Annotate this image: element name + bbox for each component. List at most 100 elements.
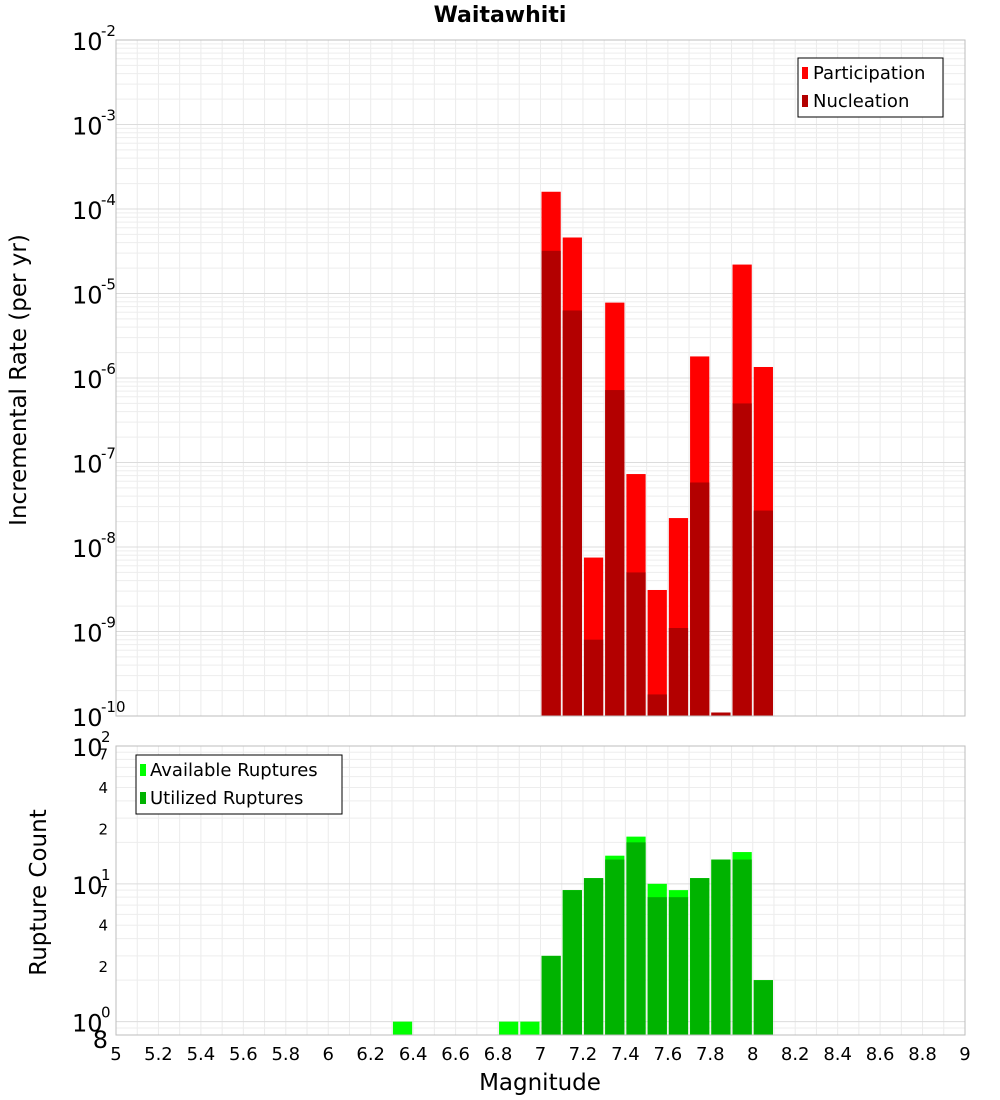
top-legend-swatch — [802, 67, 808, 79]
available-ruptures-bar — [520, 1021, 540, 1035]
nucleation-bar — [753, 510, 773, 716]
bottom-legend-box — [135, 754, 343, 815]
bottom-y-axis-title: Rupture Count — [26, 809, 52, 975]
top-y-tick-base: 10 — [72, 282, 103, 310]
top-y-tick-base: 10 — [72, 366, 103, 394]
bottom-y-tick-base: 10 — [72, 872, 103, 900]
x-tick-label: 7 — [535, 1044, 546, 1065]
top-plot-frame — [115, 39, 966, 717]
legend-layer: Participation Nucleation Available Rupture… — [135, 57, 944, 815]
utilized-ruptures-bar — [647, 897, 667, 1035]
top-y-tick-label: 10-6 — [72, 360, 116, 394]
x-tick-label: 7.4 — [611, 1044, 640, 1065]
x-tick-label: 8.4 — [823, 1044, 852, 1065]
top-y-tick-label: 10-9 — [72, 614, 116, 648]
top-y-tick-exponent: -4 — [101, 191, 116, 209]
nucleation-bar — [541, 250, 561, 716]
top-legend-swatch — [802, 95, 808, 107]
bottom-plot-frame — [115, 745, 966, 1036]
bottom-legend-swatch — [140, 792, 146, 804]
x-tick-label: 5 — [110, 1044, 121, 1065]
labels-layer: Waitawhiti10-1010-910-810-710-610-510-41… — [6, 3, 971, 1096]
x-tick-label: 5.4 — [187, 1044, 216, 1065]
utilized-ruptures-bar — [626, 842, 646, 1035]
top-y-tick-label: 10-10 — [72, 698, 126, 732]
bottom-y-tick-exponent: 0 — [101, 1004, 111, 1022]
bars-layer — [392, 191, 773, 1035]
x-tick-label: 9 — [959, 1044, 970, 1065]
top-y-tick-label: 10-5 — [72, 276, 116, 310]
chart-title: Waitawhiti — [434, 3, 567, 28]
x-tick-label: 6.8 — [484, 1044, 513, 1065]
bottom-legend-label: Available Ruptures — [150, 760, 318, 781]
nucleation-bar — [583, 639, 604, 716]
nucleation-bar — [668, 628, 689, 716]
top-y-tick-label: 10-7 — [72, 445, 116, 479]
top-y-tick-label: 10-3 — [72, 107, 116, 141]
x-tick-label: 7.8 — [696, 1044, 725, 1065]
utilized-ruptures-bar — [690, 878, 710, 1035]
utilized-ruptures-bar — [583, 878, 604, 1035]
bottom-y-minor-label: 7 — [98, 745, 108, 763]
x-tick-label: 6 — [323, 1044, 334, 1065]
utilized-ruptures-bar — [732, 859, 752, 1035]
x-tick-label: 8.6 — [866, 1044, 895, 1065]
x-axis-title: Magnitude — [479, 1070, 601, 1096]
utilized-ruptures-bar — [668, 897, 689, 1035]
top-y-tick-base: 10 — [72, 113, 103, 141]
top-legend-label: Nucleation — [813, 91, 909, 112]
x-tick-label: 7.6 — [654, 1044, 683, 1065]
top-y-tick-base: 10 — [72, 28, 103, 56]
top-y-axis-title: Incremental Rate (per yr) — [6, 234, 32, 526]
bottom-legend: Available Ruptures Utilized Ruptures — [135, 754, 343, 815]
x-tick-label: 5.6 — [229, 1044, 258, 1065]
top-legend-box — [797, 57, 944, 118]
nucleation-bar — [690, 482, 710, 716]
x-tick-label: 6.6 — [441, 1044, 470, 1065]
frame-layer — [115, 39, 966, 1036]
top-y-tick-exponent: -10 — [101, 698, 126, 716]
bottom-y-tick-exponent: 1 — [101, 866, 111, 884]
utilized-ruptures-bar — [605, 859, 625, 1035]
x-tick-label: 8.8 — [908, 1044, 937, 1065]
bottom-legend-swatch — [140, 764, 146, 776]
x-tick-label: 7.2 — [569, 1044, 598, 1065]
bottom-y-minor-label: 4 — [98, 917, 108, 935]
top-y-tick-base: 10 — [72, 620, 103, 648]
bottom-y-minor-label: 8 — [93, 1026, 108, 1054]
bottom-y-minor-label: 2 — [98, 958, 108, 976]
top-y-tick-base: 10 — [72, 451, 103, 479]
nucleation-bar — [626, 572, 646, 716]
bottom-y-minor-label: 7 — [98, 883, 108, 901]
top-y-tick-label: 10-4 — [72, 191, 116, 225]
top-y-tick-exponent: -3 — [101, 107, 116, 125]
available-ruptures-bar — [499, 1021, 519, 1035]
bottom-y-tick-exponent: 2 — [101, 728, 111, 746]
bottom-y-tick-base: 10 — [72, 734, 103, 762]
bottom-y-tick-label: 102 — [72, 728, 111, 762]
top-y-tick-exponent: -8 — [101, 529, 116, 547]
x-tick-label: 5.2 — [144, 1044, 173, 1065]
top-y-tick-base: 10 — [72, 704, 103, 732]
nucleation-bar — [647, 694, 667, 716]
participation-bar — [647, 589, 667, 716]
x-tick-label: 6.2 — [356, 1044, 385, 1065]
bottom-y-tick-base: 10 — [72, 1010, 103, 1038]
utilized-ruptures-bar — [562, 890, 582, 1035]
top-y-tick-label: 10-8 — [72, 529, 116, 563]
available-ruptures-bar — [392, 1021, 413, 1035]
top-y-tick-exponent: -7 — [101, 445, 116, 463]
nucleation-bar — [605, 390, 625, 716]
x-tick-label: 8 — [747, 1044, 758, 1065]
x-tick-label: 8.2 — [781, 1044, 810, 1065]
bottom-y-minor-label: 2 — [98, 820, 108, 838]
nucleation-bar — [732, 403, 752, 716]
x-tick-label: 6.4 — [399, 1044, 428, 1065]
top-y-tick-exponent: -5 — [101, 276, 116, 294]
grid-layer — [115, 40, 966, 1036]
top-y-tick-exponent: -2 — [101, 22, 116, 40]
utilized-ruptures-bar — [541, 955, 561, 1035]
utilized-ruptures-bar — [753, 980, 773, 1035]
